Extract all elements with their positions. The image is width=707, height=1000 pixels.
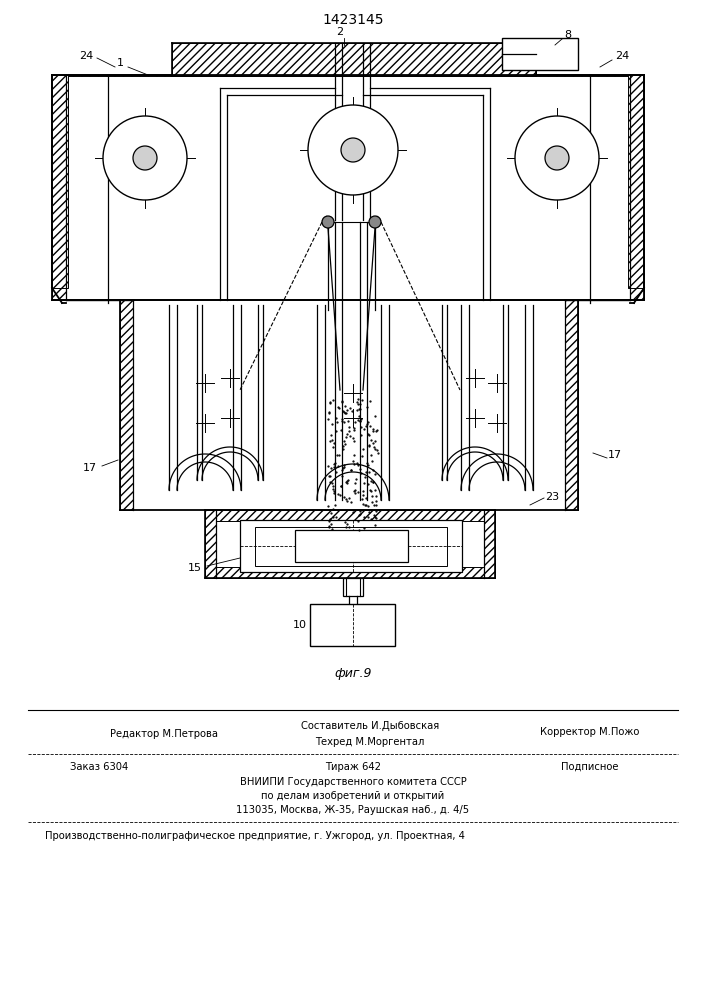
- Bar: [52, 75, 172, 76]
- Text: 24: 24: [615, 51, 629, 61]
- Bar: [205, 567, 495, 578]
- Circle shape: [308, 105, 398, 195]
- Text: 15: 15: [188, 563, 202, 573]
- Text: Тираж 642: Тираж 642: [325, 762, 381, 772]
- Text: 1: 1: [117, 58, 124, 68]
- Bar: [484, 510, 495, 578]
- Text: Составитель И.Дыбовская: Составитель И.Дыбовская: [301, 721, 439, 731]
- Bar: [52, 75, 66, 300]
- Bar: [628, 75, 644, 288]
- Bar: [565, 300, 578, 510]
- Text: 17: 17: [608, 450, 622, 460]
- Bar: [205, 510, 495, 521]
- Text: фиг.9: фиг.9: [334, 668, 372, 680]
- Text: 1423145: 1423145: [322, 13, 384, 27]
- Text: 23: 23: [545, 492, 559, 502]
- Text: 17: 17: [83, 463, 97, 473]
- Text: 2: 2: [337, 27, 344, 37]
- Circle shape: [322, 216, 334, 228]
- Bar: [343, 578, 363, 596]
- Circle shape: [515, 116, 599, 200]
- Text: 8: 8: [564, 30, 571, 40]
- Circle shape: [103, 116, 187, 200]
- Circle shape: [545, 146, 569, 170]
- Bar: [172, 43, 536, 76]
- Text: 24: 24: [79, 51, 93, 61]
- Text: 10: 10: [293, 620, 307, 630]
- Circle shape: [133, 146, 157, 170]
- Text: 113035, Москва, Ж-35, Раушская наб., д. 4/5: 113035, Москва, Ж-35, Раушская наб., д. …: [236, 805, 469, 815]
- Text: Подписное: Подписное: [561, 762, 619, 772]
- Bar: [205, 510, 216, 578]
- Text: ВНИИПИ Государственного комитета СССР: ВНИИПИ Государственного комитета СССР: [240, 777, 467, 787]
- Text: по делам изобретений и открытий: по делам изобретений и открытий: [262, 791, 445, 801]
- Bar: [630, 75, 644, 300]
- Circle shape: [341, 138, 365, 162]
- Bar: [536, 75, 644, 76]
- Bar: [240, 520, 462, 572]
- Bar: [255, 527, 447, 566]
- Circle shape: [369, 216, 381, 228]
- Text: Заказ 6304: Заказ 6304: [70, 762, 128, 772]
- Bar: [295, 530, 408, 562]
- Bar: [502, 38, 578, 70]
- Text: Редактор М.Петрова: Редактор М.Петрова: [110, 729, 218, 739]
- Text: Производственно-полиграфическое предприятие, г. Ужгород, ул. Проектная, 4: Производственно-полиграфическое предприя…: [45, 831, 465, 841]
- Bar: [120, 300, 133, 510]
- Bar: [52, 75, 68, 288]
- Text: Техред М.Моргентал: Техред М.Моргентал: [315, 737, 425, 747]
- Bar: [310, 604, 395, 646]
- Text: Корректор М.Пожо: Корректор М.Пожо: [540, 727, 640, 737]
